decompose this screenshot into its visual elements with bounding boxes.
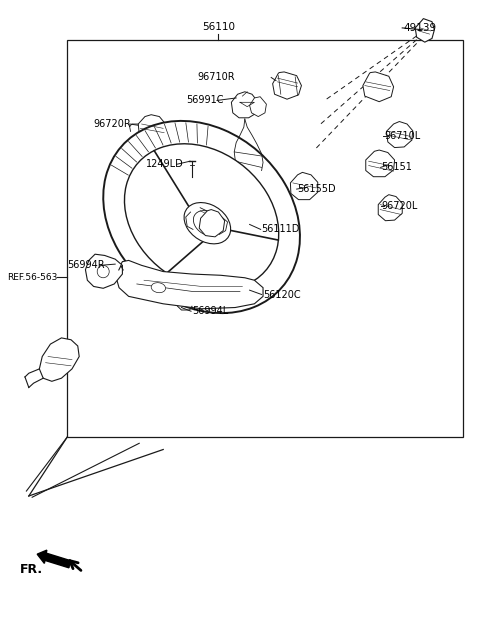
Text: 56994L: 56994L <box>192 306 228 316</box>
Polygon shape <box>366 150 395 177</box>
Polygon shape <box>386 122 413 148</box>
Text: FR.: FR. <box>20 563 43 575</box>
Text: 96710R: 96710R <box>198 73 235 82</box>
Ellipse shape <box>97 265 109 278</box>
Polygon shape <box>199 210 225 237</box>
Ellipse shape <box>184 203 231 244</box>
Ellipse shape <box>103 121 300 313</box>
Text: 56110: 56110 <box>202 22 235 32</box>
Polygon shape <box>231 92 258 118</box>
Text: 1249LD: 1249LD <box>146 159 184 169</box>
Text: 56994R: 56994R <box>67 260 105 270</box>
Ellipse shape <box>124 144 279 290</box>
Polygon shape <box>115 260 263 309</box>
Text: 96720R: 96720R <box>94 119 132 129</box>
Polygon shape <box>250 97 266 117</box>
FancyArrow shape <box>37 550 70 568</box>
Polygon shape <box>363 72 394 102</box>
Text: 56991C: 56991C <box>186 95 223 105</box>
Polygon shape <box>273 72 301 99</box>
Text: 49139: 49139 <box>403 23 436 33</box>
Ellipse shape <box>193 211 221 236</box>
Text: 96710L: 96710L <box>384 131 420 141</box>
Polygon shape <box>138 115 166 140</box>
Ellipse shape <box>151 283 166 293</box>
Text: 56151: 56151 <box>382 162 412 172</box>
Text: 96720L: 96720L <box>382 201 418 211</box>
Text: 56120C: 56120C <box>263 290 300 299</box>
Polygon shape <box>378 195 402 221</box>
Polygon shape <box>85 254 122 288</box>
Bar <box>67 40 463 437</box>
Polygon shape <box>290 172 318 200</box>
Text: REF.56-563: REF.56-563 <box>7 273 58 281</box>
Text: 56155D: 56155D <box>298 184 336 194</box>
Text: 56111D: 56111D <box>262 224 300 234</box>
Polygon shape <box>39 338 79 381</box>
Polygon shape <box>415 19 434 42</box>
